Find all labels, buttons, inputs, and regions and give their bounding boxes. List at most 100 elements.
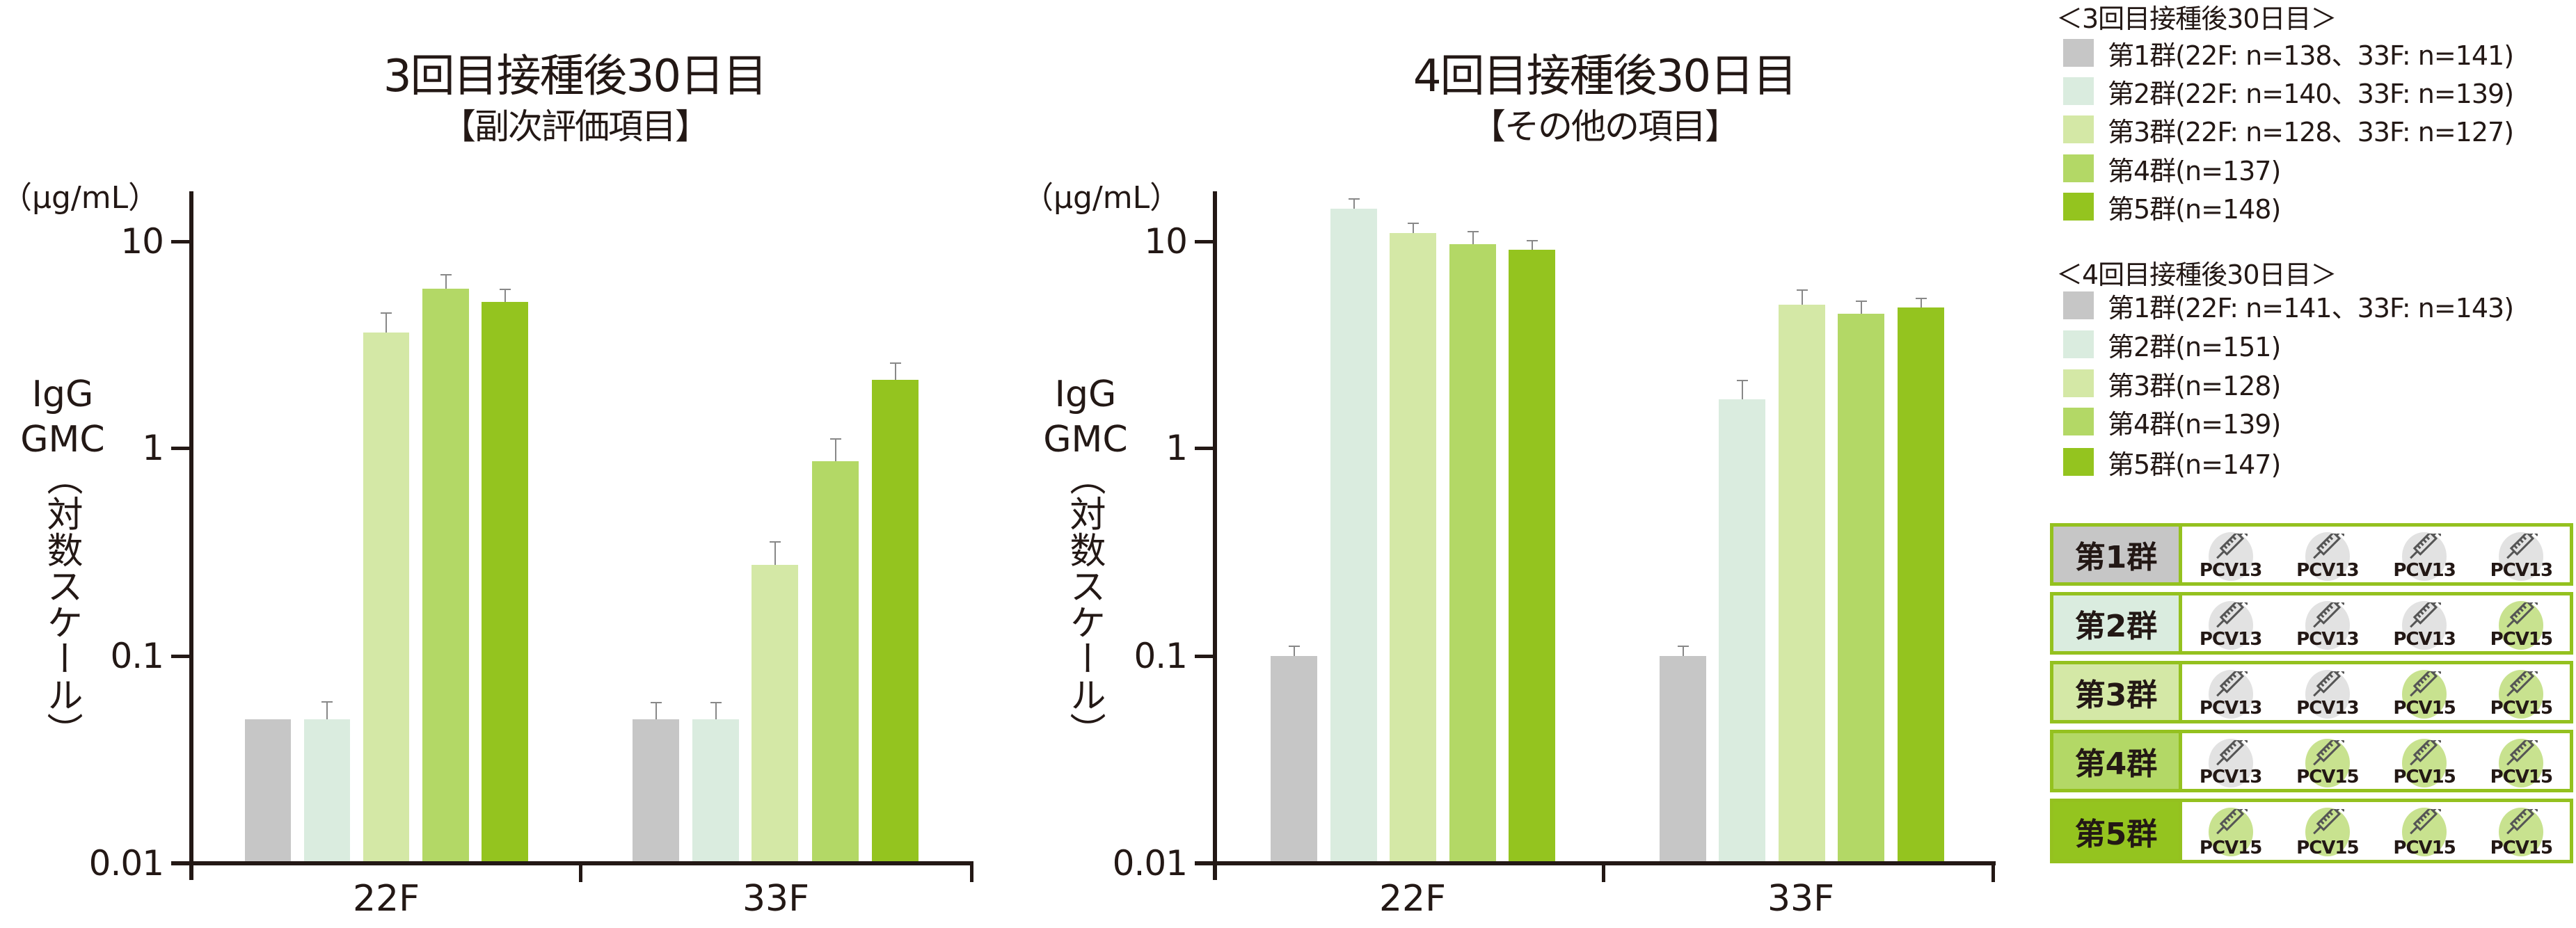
chart-2-errorbar (1532, 241, 1533, 250)
chart-2-errorbar (1683, 646, 1684, 656)
legend-swatch-group4 (2063, 408, 2094, 435)
chart-2-title: 4回目接種後30日目 (1413, 51, 1797, 102)
chart-1-errorbar-cap (651, 702, 662, 703)
legend-swatch-group2 (2063, 330, 2094, 358)
dose-pcv13: PCV13 (2383, 595, 2466, 651)
chart-2-ytick-mark (1195, 240, 1216, 243)
chart-1-title: 3回目接種後30日目 (383, 51, 768, 102)
chart-2-ytick-mark (1195, 447, 1216, 450)
chart-1-ytick-mark (171, 447, 192, 450)
legend-label: 第4群(n=137) (2108, 155, 2281, 186)
chart-1-bar-33f-group4 (812, 461, 859, 861)
chart-1-errorbar (715, 703, 717, 719)
dose-pcv13: PCV13 (2189, 733, 2273, 789)
dose-pcv13: PCV13 (2286, 595, 2369, 651)
chart-1-ylabel-log-scale: （対数スケール） (40, 459, 82, 749)
chart-2-ytick-10: 10 (1144, 221, 1188, 262)
chart-1-ytick-1: 1 (142, 428, 164, 468)
chart-2-errorbar-cap (1289, 646, 1300, 647)
chart-2-bar-33f-group4 (1838, 314, 1884, 861)
chart-1-bar-33f-group2 (692, 719, 739, 861)
chart-2-ytick-1: 1 (1166, 428, 1188, 468)
chart-2-errorbar (1861, 301, 1862, 314)
chart-2-unit: （μg/mL） (1023, 180, 1181, 216)
chart-1-xtick-mark (970, 861, 973, 882)
chart-1-errorbar (385, 313, 387, 333)
chart-1-errorbar-cap (500, 289, 511, 290)
chart-1-bar-22f-group3 (363, 333, 409, 861)
schedule-row-group2: 第2群 PCV13 PCV13 PCV13 PCV15 (2050, 592, 2573, 655)
chart-2-y-axis (1213, 191, 1217, 880)
dose-pcv15: PCV15 (2286, 802, 2369, 860)
chart-2-bar-22f-group1 (1271, 656, 1317, 861)
chart-1-ytick-mark (171, 240, 192, 243)
legend-swatch-group4 (2063, 154, 2094, 182)
chart-1-errorbar-cap (321, 701, 333, 703)
chart-1-errorbar (504, 289, 506, 302)
legend-header-dose3: ＜3回目接種後30日目＞ (2056, 3, 2337, 34)
chart-1-ytick-10: 10 (120, 221, 164, 262)
chart-1-errorbar (835, 439, 836, 461)
chart-1-errorbar (326, 702, 328, 719)
dose-pcv13: PCV13 (2383, 527, 2466, 582)
schedule-row-group4: 第4群 PCV13 PCV15 PCV15 PCV15 (2050, 730, 2573, 792)
chart-1-errorbar (445, 275, 447, 289)
chart-2-errorbar (1921, 298, 1922, 307)
legend-label: 第5群(n=147) (2108, 449, 2281, 480)
chart-2-errorbar (1742, 381, 1743, 399)
dose-pcv15: PCV15 (2383, 664, 2466, 720)
chart-2-errorbar-cap (1678, 646, 1689, 647)
legend-label: 第1群(22F: n=141、33F: n=143) (2108, 292, 2514, 323)
dose-pcv13: PCV13 (2286, 527, 2369, 582)
chart-1-bar-22f-group2 (304, 719, 350, 861)
chart-1-xcat-33f: 33F (742, 878, 810, 920)
legend-swatch-group3 (2063, 369, 2094, 397)
chart-2-errorbar (1413, 223, 1414, 233)
legend-swatch-group2 (2063, 77, 2094, 105)
chart-1-xtick-mark (579, 861, 582, 882)
schedule-row-group1: 第1群 PCV13 PCV13 PCV13 PCV13 (2050, 523, 2573, 586)
legend-item: 第2群(22F: n=140、33F: n=139) (2063, 76, 2514, 109)
chart-1-bar-22f-group4 (422, 289, 469, 861)
chart-1-ylabel-gmc: GMC (20, 419, 105, 461)
chart-1-errorbar (774, 542, 776, 565)
chart-2-errorbar-cap (1797, 289, 1808, 291)
chart-2-bar-22f-group2 (1330, 209, 1377, 861)
legend-header-dose4: ＜4回目接種後30日目＞ (2056, 259, 2337, 290)
chart-2-ylabel-igg: IgG (1054, 374, 1117, 415)
chart-1-ytick-0.01: 0.01 (88, 843, 164, 883)
chart-2-errorbar-cap (1408, 223, 1419, 224)
legend-label: 第2群(n=151) (2108, 331, 2281, 362)
legend-item: 第5群(n=148) (2063, 191, 2281, 225)
dose-pcv15: PCV15 (2479, 733, 2563, 789)
chart-2-errorbar-cap (1527, 240, 1538, 241)
chart-2-bar-33f-group1 (1660, 656, 1706, 861)
legend-swatch-group5 (2063, 193, 2094, 221)
chart-1-unit: （μg/mL） (1, 180, 159, 216)
chart-1-errorbar (895, 363, 896, 380)
chart-1-bar-33f-group5 (872, 380, 919, 861)
chart-2-bar-33f-group2 (1719, 399, 1765, 861)
schedule-group-label: 第3群 (2053, 664, 2182, 720)
chart-1-ytick-mark (171, 655, 192, 658)
dose-pcv15: PCV15 (2383, 733, 2466, 789)
chart-1-errorbar (655, 703, 657, 719)
dose-pcv13: PCV13 (2189, 664, 2273, 720)
chart-2-ylabel-gmc: GMC (1043, 419, 1128, 461)
chart-2-ytick-0.01: 0.01 (1112, 843, 1188, 883)
dose-pcv13: PCV13 (2286, 664, 2369, 720)
chart-2-xtick-mark (1991, 861, 1995, 882)
chart-1-xcat-22f: 22F (352, 878, 420, 920)
schedule-group-label: 第5群 (2053, 802, 2182, 860)
legend-item: 第2群(n=151) (2063, 329, 2281, 362)
chart-2-errorbar-cap (1349, 198, 1360, 200)
dose-pcv15: PCV15 (2383, 802, 2466, 860)
chart-2-errorbar-cap (1916, 298, 1927, 299)
chart-1-errorbar-cap (890, 362, 901, 364)
schedule-group-label: 第1群 (2053, 527, 2182, 582)
legend-item: 第1群(22F: n=141、33F: n=143) (2063, 290, 2514, 323)
chart-2-xtick-mark (1602, 861, 1605, 882)
chart-1-errorbar-cap (830, 438, 841, 440)
chart-2-subtitle: 【その他の項目】 (1471, 106, 1740, 147)
chart-2-bar-33f-group3 (1779, 305, 1825, 861)
